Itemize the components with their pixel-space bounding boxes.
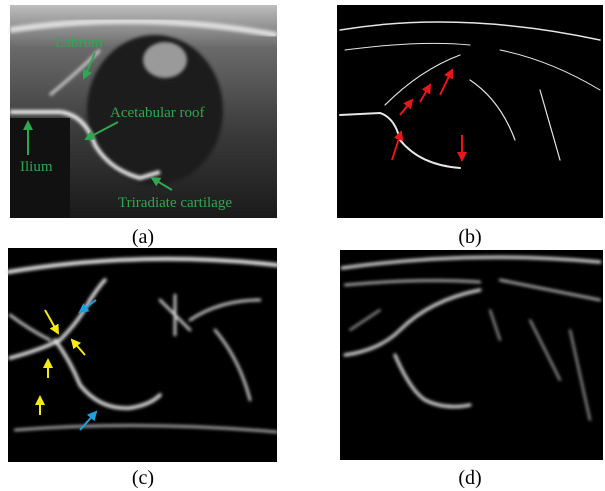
caption: (d) <box>458 467 481 489</box>
annotation: Triradiate cartilage <box>118 195 232 211</box>
caption: (b) <box>458 226 481 248</box>
annotation: Labrum <box>55 35 103 51</box>
annotation: Acetabular roof <box>110 105 205 121</box>
panel-a: Labrum Acetabular roof Ilium Triradiate … <box>10 5 277 218</box>
panel-c <box>8 248 277 462</box>
annotation: Ilium <box>20 159 53 175</box>
caption: (c) <box>132 467 154 489</box>
panel-b <box>337 5 603 218</box>
figure: Labrum Acetabular roof Ilium Triradiate … <box>0 0 605 491</box>
caption: (a) <box>132 226 154 248</box>
panel-d <box>340 250 603 460</box>
